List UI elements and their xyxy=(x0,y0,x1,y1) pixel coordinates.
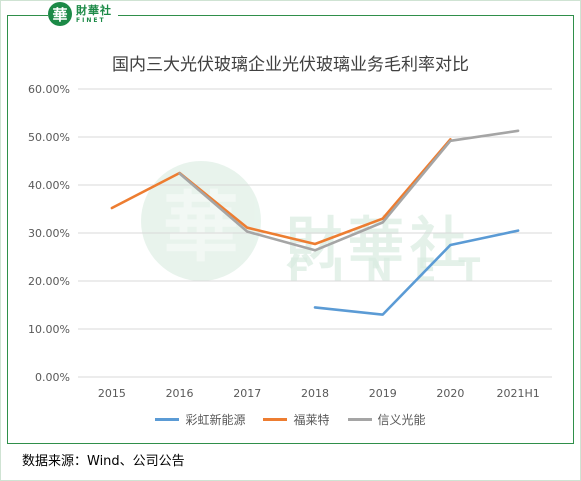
x-tick-label: 2016 xyxy=(166,387,194,400)
chart-legend: 彩虹新能源 福莱特 信义光能 xyxy=(7,411,574,428)
y-tick-label: 40.00% xyxy=(28,179,70,192)
source-note: 数据来源：Wind、公司公告 xyxy=(22,454,185,469)
legend-item-xinyi: 信义光能 xyxy=(347,411,426,428)
logo-name-en: FINET xyxy=(76,16,106,24)
x-tick-label: 2017 xyxy=(233,387,261,400)
y-tick-label: 10.00% xyxy=(28,323,70,336)
series-line-0 xyxy=(313,229,520,316)
legend-item-flat: 福莱特 xyxy=(263,411,330,428)
y-tick-label: 20.00% xyxy=(28,275,70,288)
legend-swatch-caihong xyxy=(155,418,180,421)
y-tick-label: 0.00% xyxy=(35,371,70,384)
finet-logo: 華 財華社 FINET xyxy=(48,2,118,26)
legend-label-caihong: 彩虹新能源 xyxy=(185,413,246,427)
y-tick-label: 30.00% xyxy=(28,227,70,240)
x-tick-label: 2019 xyxy=(369,387,397,400)
legend-label-flat: 福莱特 xyxy=(293,413,330,427)
x-tick-label: 2020 xyxy=(436,387,464,400)
y-tick-label: 60.00% xyxy=(28,83,70,96)
watermark-name-en: FINET xyxy=(288,251,503,289)
x-tick-label: 2015 xyxy=(98,387,126,400)
legend-swatch-xinyi xyxy=(347,418,372,421)
x-tick-label: 2018 xyxy=(301,387,329,400)
logo-name-cn: 財華社 xyxy=(76,3,112,17)
legend-swatch-flat xyxy=(263,418,288,421)
x-tick-label: 2021H1 xyxy=(497,387,540,400)
legend-label-xinyi: 信义光能 xyxy=(377,413,426,427)
y-tick-label: 50.00% xyxy=(28,131,70,144)
series-line-1 xyxy=(110,138,452,246)
chart-title: 国内三大光伏玻璃企业光伏玻璃业务毛利率对比 xyxy=(112,55,469,75)
logo-seal: 華 xyxy=(48,2,72,26)
legend-item-caihong: 彩虹新能源 xyxy=(155,411,245,428)
series-line-2 xyxy=(178,129,520,252)
